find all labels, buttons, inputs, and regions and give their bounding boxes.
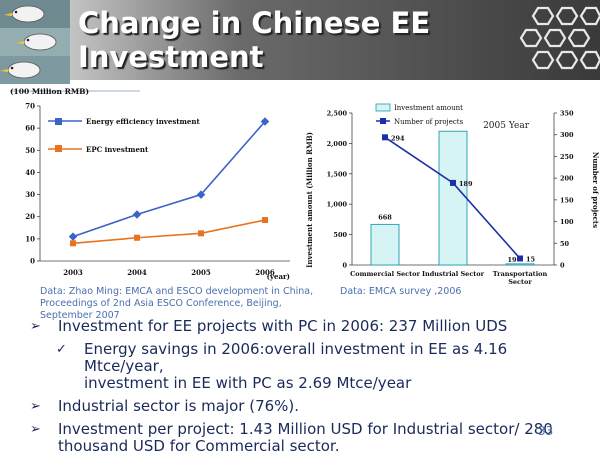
x-tick-label: Industrial Sector <box>422 270 485 278</box>
y-tick-label: 70 <box>25 102 35 111</box>
data-point-epc <box>198 230 204 237</box>
x-tick-label: Sector <box>508 278 532 286</box>
projects-value-label: 189 <box>459 180 473 188</box>
seagull-photo <box>0 0 70 84</box>
slide-title-line1: Change in Chinese EE <box>78 6 431 40</box>
y2-tick-label: 150 <box>560 196 574 204</box>
bullet-text: investment in EE with PC as 2.69 Mtce/ye… <box>84 374 412 392</box>
y-tick-label: 1,000 <box>327 201 348 209</box>
y-tick-label: 20 <box>25 212 35 221</box>
x-tick-label: Transportation <box>493 270 548 278</box>
y-tick-label: 0 <box>342 262 347 270</box>
y2-axis-title: Number of projects <box>591 152 600 228</box>
data-point-ee <box>132 210 142 219</box>
legend-marker-epc <box>55 145 62 152</box>
bullet-item: ➢ Investment for EE projects with PC in … <box>30 318 590 335</box>
bullet-text: Investment for EE projects with PC in 20… <box>58 317 508 335</box>
bullet-item: ✓ Energy savings in 2006:overall investm… <box>56 341 590 392</box>
projects-point <box>450 179 456 186</box>
legend-label-ee: Energy efficiency investment <box>86 117 200 126</box>
bullet-list: ➢ Investment for EE projects with PC in … <box>30 318 590 461</box>
x-axis-title: (year) <box>267 272 290 281</box>
bar-value-label: 19 <box>507 256 517 264</box>
y-axis-title: Investment amount (Million RMB) <box>305 132 314 268</box>
right-chart-source: Data: EMCA survey ,2006 <box>340 286 462 297</box>
series-line-ee <box>72 120 266 238</box>
data-point-ee <box>68 232 78 241</box>
sector-bar-line-chart: Investment amount Number of projects 200… <box>305 103 600 286</box>
y-tick-label: 1,500 <box>327 170 348 178</box>
x-tick-label: 2005 <box>191 268 211 277</box>
y2-tick-label: 0 <box>560 262 565 270</box>
projects-value-label: 294 <box>391 134 405 142</box>
data-point-ee <box>196 190 206 199</box>
series-line-epc <box>72 219 266 245</box>
investment-bar <box>370 223 400 266</box>
legend-marker-bar <box>375 103 391 112</box>
y2-tick-label: 300 <box>560 131 574 139</box>
unit-label: (100 Million RMB) <box>10 87 89 96</box>
left-source-line: September 2007 <box>40 310 120 321</box>
y2-tick-label: 350 <box>560 110 574 118</box>
investment-bar <box>505 263 535 266</box>
y2-tick-label: 100 <box>560 218 574 226</box>
bullet-text: Energy savings in 2006:overall investmen… <box>84 340 508 375</box>
slide-title-line2: Investment <box>78 40 264 74</box>
bullet-text: thousand USD for Commercial sector. <box>58 437 340 455</box>
x-tick-label: 2003 <box>63 268 83 277</box>
projects-value-label: 15 <box>526 255 536 263</box>
left-chart-source: Data: Zhao Ming: EMCA and ESCO developme… <box>40 286 313 322</box>
y-tick-label: 2,000 <box>327 140 348 148</box>
y2-tick-label: 250 <box>560 153 574 161</box>
x-tick-label: 2006 <box>255 268 275 277</box>
y-tick-label: 60 <box>25 124 35 133</box>
investment-bar <box>438 130 468 266</box>
x-tick-label: Commercial Sector <box>350 270 420 278</box>
y-tick-label: 10 <box>25 234 35 243</box>
arrow-bullet-icon: ➢ <box>30 319 41 334</box>
year-annotation: 2005 Year <box>483 121 530 131</box>
data-point-epc <box>70 240 76 247</box>
data-point-epc <box>262 217 268 224</box>
legend-label-epc: EPC investment <box>86 145 149 154</box>
y-tick-label: 50 <box>25 146 35 155</box>
ee-investment-line-chart: (100 Million RMB) Energy efficiency inve… <box>10 87 290 281</box>
legend-label-line: Number of projects <box>394 118 464 126</box>
y2-tick-label: 50 <box>560 240 570 248</box>
arrow-bullet-icon: ➢ <box>30 422 41 437</box>
bullet-text: Investment per project: 1.43 Million USD… <box>58 420 553 438</box>
projects-point <box>382 134 388 141</box>
y-tick-label: 500 <box>333 231 347 239</box>
bullet-text: Industrial sector is major (76%). <box>58 397 300 415</box>
x-tick-label: 2004 <box>127 268 147 277</box>
page-number: 33 <box>538 424 554 438</box>
bullet-item: ➢ Industrial sector is major (76%). <box>30 398 590 415</box>
left-source-line: Proceedings of 2nd Asia ESCO Conference,… <box>40 298 282 309</box>
left-source-line: Data: Zhao Ming: EMCA and ESCO developme… <box>40 286 314 297</box>
data-point-ee <box>260 117 270 126</box>
title-banner: Change in Chinese EE Investment <box>0 0 600 84</box>
y-tick-label: 40 <box>25 168 35 177</box>
bar-value-label: 668 <box>378 213 392 221</box>
legend-marker-line <box>380 118 386 124</box>
hexagon-logo-icon <box>519 6 600 70</box>
y-tick-label: 0 <box>30 257 35 266</box>
legend-label-bar: Investment amount <box>394 104 463 112</box>
y-tick-label: 2,500 <box>327 110 348 118</box>
slide-title: Change in Chinese EE Investment <box>78 6 430 74</box>
arrow-bullet-icon: ➢ <box>30 399 41 414</box>
data-point-epc <box>134 234 140 241</box>
y2-tick-label: 200 <box>560 175 574 183</box>
projects-point <box>517 255 523 262</box>
check-bullet-icon: ✓ <box>56 342 67 357</box>
y-tick-label: 30 <box>25 190 35 199</box>
